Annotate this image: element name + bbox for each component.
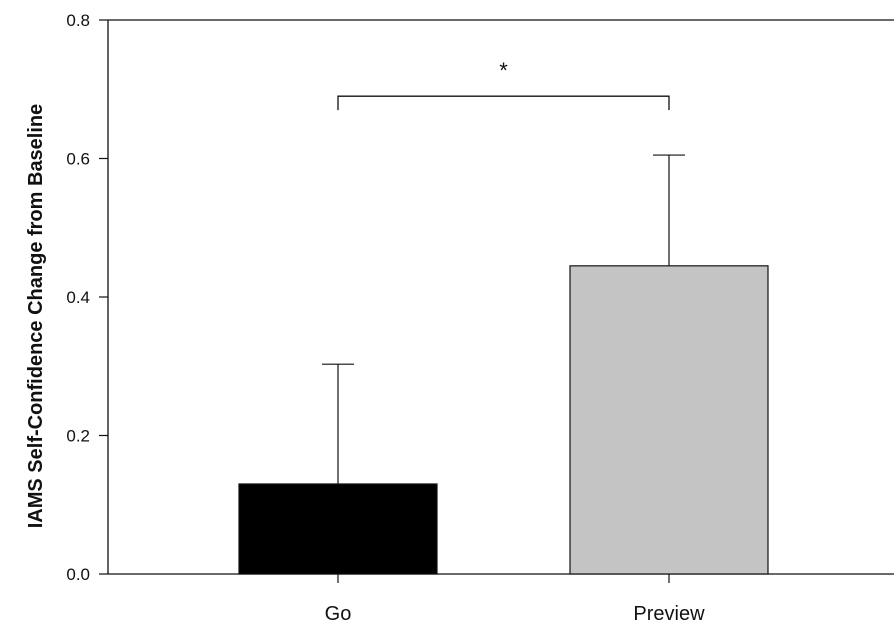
y-tick-label: 0.4 xyxy=(66,288,90,307)
significance-bracket: * xyxy=(337,58,670,111)
x-tick-label: Preview xyxy=(633,603,705,625)
y-tick-label: 0.2 xyxy=(66,427,90,446)
y-tick-label: 0.6 xyxy=(66,150,90,169)
bar-preview xyxy=(569,265,769,575)
y-axis-title: IAMS Self-Confidence Change from Baselin… xyxy=(25,104,47,529)
significance-bracket-line xyxy=(337,95,670,111)
bar-go xyxy=(238,483,438,575)
y-tick-label: 0.8 xyxy=(66,11,90,30)
error-bars xyxy=(322,154,685,484)
x-tick-label: Go xyxy=(325,603,352,625)
x-axis: Go Preview xyxy=(108,573,894,625)
significance-marker: * xyxy=(499,58,508,83)
y-axis: 0.0 0.2 0.4 0.6 0.8 xyxy=(66,11,894,584)
y-tick-label: 0.0 xyxy=(66,565,90,584)
bars xyxy=(238,265,769,575)
